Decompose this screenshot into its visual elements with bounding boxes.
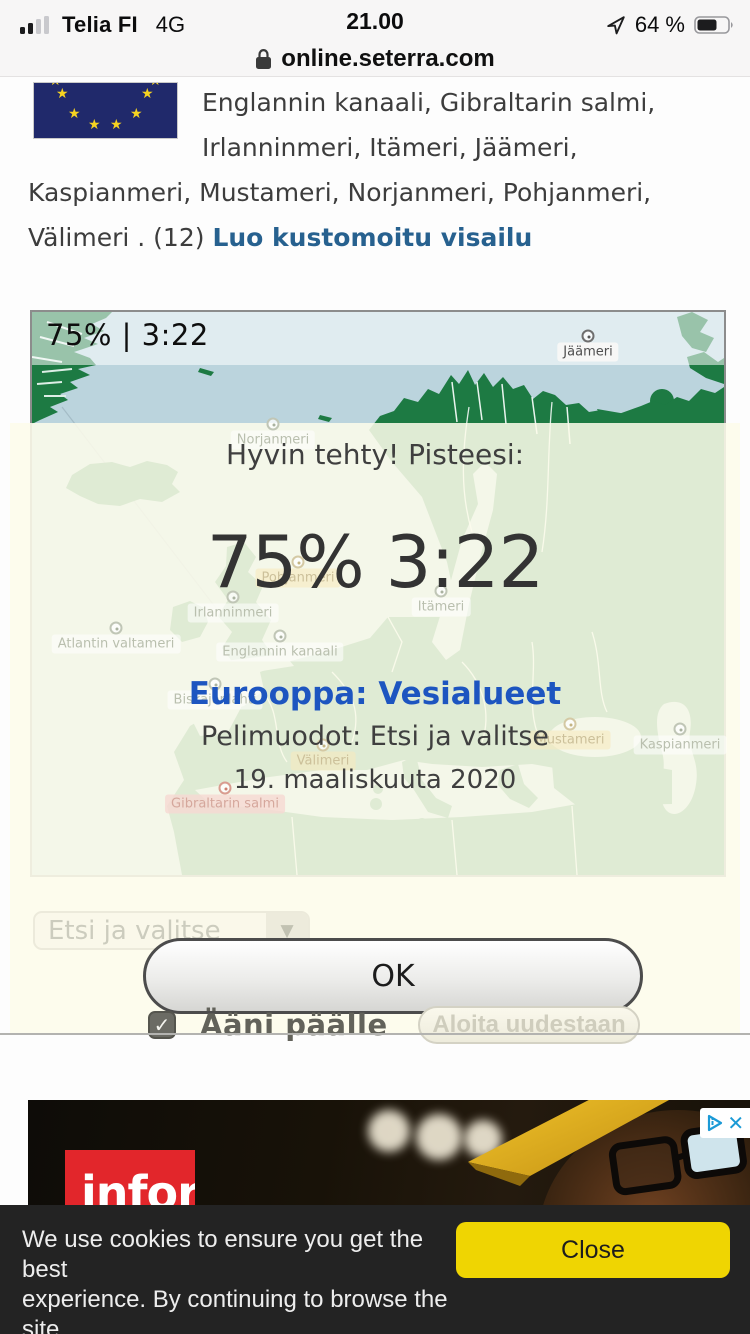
flag-star-icon: ★ bbox=[130, 106, 143, 122]
seas-list-text: Englannin kanaali, Gibraltarin salmi, Ir… bbox=[28, 88, 656, 252]
ok-button[interactable]: OK bbox=[143, 938, 643, 1014]
game-mode-line: Pelimuodot: Etsi ja valitse bbox=[200, 721, 549, 752]
flag-star-icon: ★ bbox=[149, 83, 162, 88]
quiz-name-link[interactable]: Eurooppa: Vesialueet bbox=[188, 676, 562, 712]
sound-toggle-row: ✓ Ääni päälle bbox=[148, 1008, 388, 1042]
adchoices-icon[interactable] bbox=[706, 1114, 724, 1132]
quiz-name-line: Eurooppa: Vesialueet bbox=[10, 676, 740, 712]
flag-star-icon: ★ bbox=[110, 117, 123, 133]
carrier-label: Telia FI bbox=[62, 12, 138, 37]
flag-star-icon: ★ bbox=[56, 86, 69, 102]
flag-star-icon: ★ bbox=[49, 83, 62, 88]
ios-status-bar: Telia FI 4G 21.00 64 % online.seterra.co… bbox=[0, 0, 750, 77]
score-timer-hud: 75% | 3:22 bbox=[46, 318, 209, 352]
battery-icon bbox=[694, 16, 733, 34]
cookie-message: We use cookies to ensure you get the bes… bbox=[22, 1225, 452, 1334]
result-title: Hyvin tehty! Pisteesi: bbox=[225, 438, 525, 471]
flag-star-icon: ★ bbox=[141, 86, 154, 102]
clock-label: 21.00 bbox=[346, 8, 404, 34]
status-right-cluster: 64 % bbox=[606, 12, 736, 38]
cellular-signal-icon bbox=[20, 16, 49, 34]
battery-percent-label: 64 % bbox=[634, 12, 685, 37]
quiz-seas-paragraph: ★★★★★★★★ Englannin kanaali, Gibraltarin … bbox=[28, 80, 722, 260]
cookie-line2: experience. By continuing to browse the … bbox=[22, 1286, 448, 1334]
result-score: 75% 3:22 bbox=[206, 520, 545, 604]
sound-checkbox[interactable]: ✓ bbox=[148, 1011, 176, 1039]
cookie-consent-bar: We use cookies to ensure you get the bes… bbox=[0, 1205, 750, 1334]
date-line: 19. maaliskuuta 2020 bbox=[233, 765, 517, 795]
safari-url-bar[interactable]: online.seterra.com bbox=[0, 42, 750, 76]
cookie-line1: We use cookies to ensure you get the bes… bbox=[22, 1226, 424, 1283]
location-arrow-icon bbox=[607, 16, 625, 35]
url-domain: online.seterra.com bbox=[281, 45, 495, 72]
section-divider bbox=[0, 1033, 750, 1035]
sound-label: Ääni päälle bbox=[200, 1008, 388, 1042]
bokeh-light bbox=[368, 1110, 410, 1152]
status-left-cluster: Telia FI 4G bbox=[20, 12, 185, 38]
restart-button[interactable]: Aloita uudestaan bbox=[418, 1006, 640, 1044]
ad-close-icon[interactable]: ✕ bbox=[727, 1111, 745, 1135]
bokeh-light bbox=[416, 1114, 462, 1160]
eu-flag: ★★★★★★★★ bbox=[33, 82, 178, 139]
network-type-label: 4G bbox=[155, 12, 186, 37]
flag-star-icon: ★ bbox=[88, 117, 101, 133]
lock-icon bbox=[256, 49, 272, 69]
flag-star-icon: ★ bbox=[68, 106, 81, 122]
cookie-close-button[interactable]: Close bbox=[456, 1222, 730, 1278]
ad-controls: ✕ bbox=[700, 1108, 750, 1138]
create-custom-quiz-link[interactable]: Luo kustomoitu visailu bbox=[212, 223, 533, 252]
